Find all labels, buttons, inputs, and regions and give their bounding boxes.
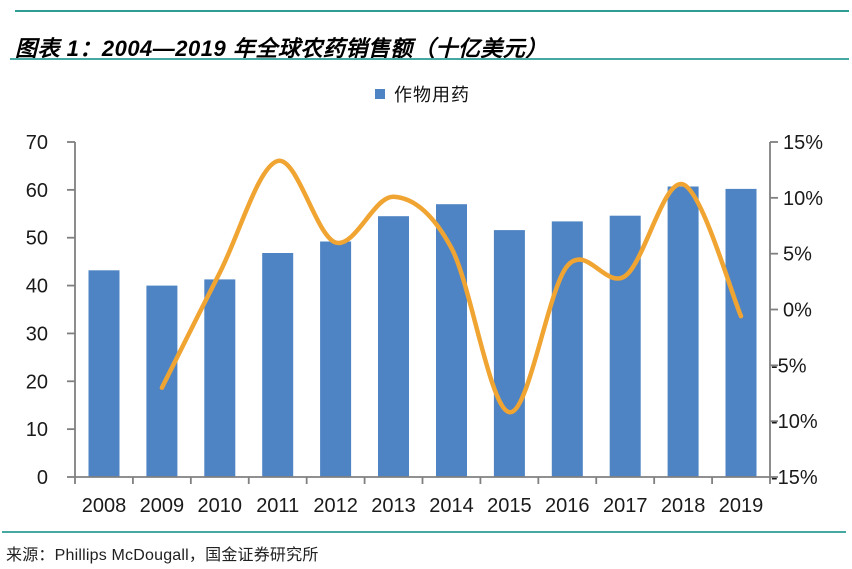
x-axis-label-2019: 2019 — [719, 495, 764, 517]
left-axis-tick-label: 30 — [26, 323, 48, 345]
title-divider — [10, 58, 849, 60]
right-axis-tick-label: 10% — [783, 188, 823, 210]
bar-2009 — [146, 285, 178, 477]
growth-line — [159, 158, 744, 415]
bar-2011 — [262, 253, 294, 477]
right-axis-tick-label: 0% — [783, 300, 812, 322]
bar-2013 — [378, 216, 409, 477]
x-axis-label-2018: 2018 — [661, 495, 706, 517]
right-axis-tick-label: -10% — [771, 411, 818, 433]
bottom-divider — [2, 531, 846, 533]
right-axis-tick-label: -5% — [771, 355, 807, 377]
x-axis-label-2013: 2013 — [371, 495, 416, 517]
bar-2019 — [725, 188, 757, 477]
bar-2017 — [609, 215, 641, 477]
x-axis-label-2008: 2008 — [82, 495, 127, 517]
x-axis-label-2016: 2016 — [545, 495, 590, 517]
source-note: 来源：Phillips McDougall，国金证券研究所 — [6, 547, 319, 564]
bar-2010 — [204, 279, 236, 477]
left-axis-tick-label: 0 — [37, 467, 48, 489]
left-axis-tick-label: 70 — [26, 132, 48, 154]
right-axis-tick-label: -15% — [771, 467, 818, 489]
bar-2012 — [320, 241, 352, 477]
x-axis-label-2011: 2011 — [256, 495, 299, 517]
left-axis-tick-label: 50 — [26, 228, 48, 250]
chart-legend: 作物用药 — [75, 81, 770, 107]
top-divider — [15, 10, 849, 12]
left-axis-tick-label: 10 — [26, 419, 48, 441]
x-axis-label-2017: 2017 — [603, 495, 648, 517]
left-axis-tick-label: 20 — [26, 371, 48, 393]
x-axis-label-2012: 2012 — [313, 495, 358, 517]
right-axis-tick-label: 5% — [783, 244, 812, 266]
bar-2018 — [667, 186, 699, 477]
left-axis-tick-label: 40 — [26, 276, 48, 298]
legend-label: 作物用药 — [394, 85, 470, 105]
left-axis-tick-label: 60 — [26, 180, 48, 202]
x-axis-label-2009: 2009 — [140, 495, 185, 517]
x-axis-label-2010: 2010 — [198, 495, 243, 517]
x-axis-label-2014: 2014 — [429, 495, 474, 517]
bar-2015 — [493, 230, 525, 477]
legend-swatch-icon — [375, 89, 385, 99]
x-axis-label-2015: 2015 — [487, 495, 532, 517]
chart-title: 图表 1：2004—2019 年全球农药销售额（十亿美元） — [15, 35, 548, 61]
bar-2008 — [88, 270, 120, 477]
right-axis-tick-label: 15% — [783, 132, 823, 154]
